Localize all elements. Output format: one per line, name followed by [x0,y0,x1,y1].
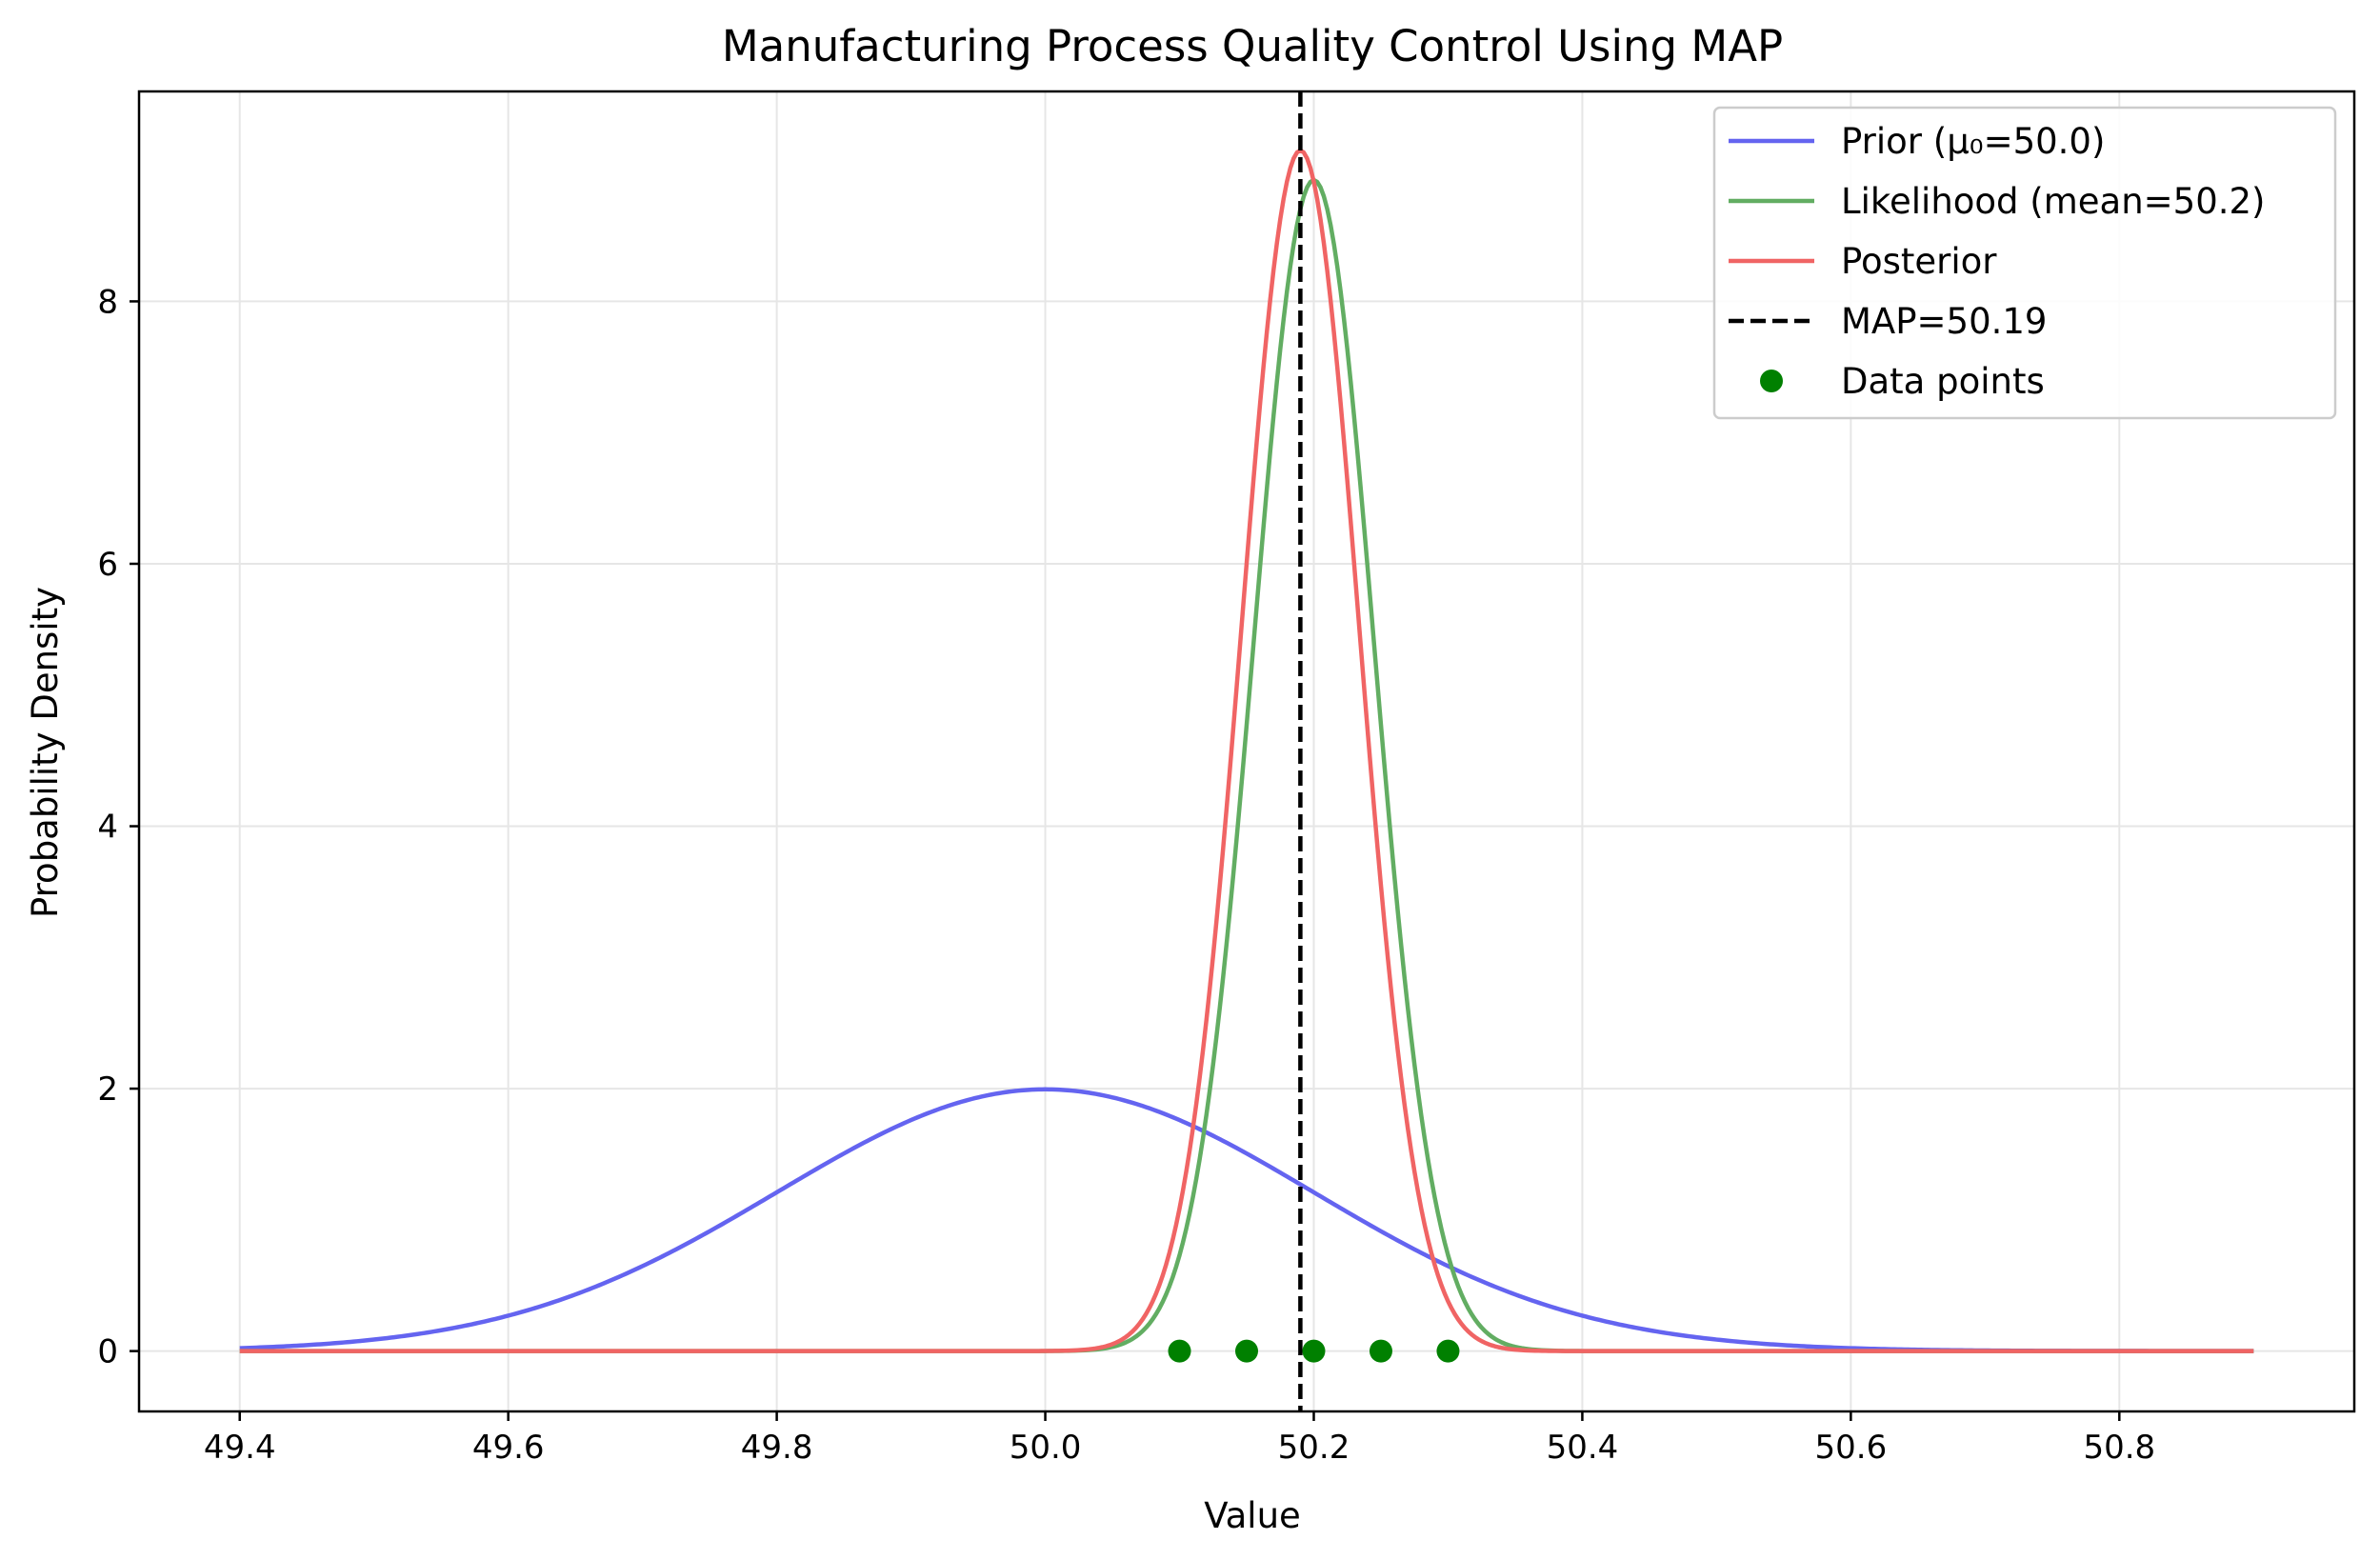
chart-title: Manufacturing Process Quality Control Us… [722,21,1783,71]
x-axis-label: Value [1204,1495,1301,1536]
y-tick-label: 6 [97,546,118,584]
legend-label: Prior (μ₀=50.0) [1841,121,2105,162]
x-tick-label: 50.0 [1010,1429,1082,1467]
x-tick-label: 50.2 [1278,1429,1350,1467]
series-line-2 [239,148,2254,1353]
x-tick-label: 49.6 [472,1429,545,1467]
data-point [1302,1339,1326,1363]
legend: Prior (μ₀=50.0) Likelihood (mean=50.2) Pos… [1712,106,2337,420]
x-tick-label: 49.4 [204,1429,276,1467]
legend-label: Likelihood (mean=50.2) [1841,181,2265,222]
legend-label: Posterior [1841,241,1997,282]
data-point [1168,1339,1191,1363]
x-tick-label: 50.6 [1815,1429,1888,1467]
y-axis-label: Probability Density [25,587,66,918]
legend-marker [1760,370,1783,392]
y-tick-label: 2 [97,1070,118,1109]
data-point [1369,1339,1392,1363]
series-layer [239,91,2254,1411]
axes: 49.4 49.6 49.8 50.0 50.2 50.4 50.6 50.8 0 2 4 6 8 [97,90,2356,1467]
y-tick-label: 0 [97,1333,118,1371]
x-tick-label: 50.8 [2083,1429,2155,1467]
legend-label: MAP=50.19 [1841,301,2047,342]
plot-frame [137,90,2356,1413]
legend-label: Data points [1841,361,2045,402]
x-tick-label: 50.4 [1547,1429,1619,1467]
y-tick-label: 4 [97,809,118,847]
data-point [1235,1339,1258,1363]
x-tick-label: 49.8 [741,1429,813,1467]
data-point [1436,1339,1460,1363]
y-tick-label: 8 [97,283,118,321]
legend-box [1712,106,2337,420]
